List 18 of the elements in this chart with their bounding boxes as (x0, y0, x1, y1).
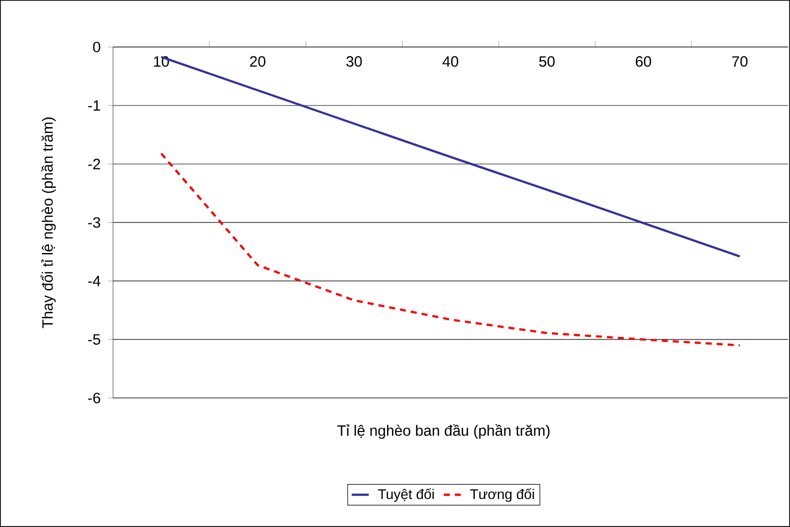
y-tick-label: -1 (88, 100, 100, 111)
y-tick-label: 0 (93, 42, 100, 52)
y-tick-label: -5 (88, 334, 100, 345)
y-axis-title: Thay đổi tỉ lệ nghèo (phần trăm) (40, 118, 56, 328)
x-tick-label: 70 (732, 56, 748, 67)
legend-label: Tương đối (470, 488, 534, 502)
legend-label: Tuyệt đối (378, 488, 434, 502)
y-tick-label: -6 (88, 392, 100, 404)
y-tick-label: -4 (88, 276, 100, 286)
x-tick-label: 20 (250, 56, 266, 67)
y-tick-label: -2 (88, 158, 100, 170)
x-tick-label: 50 (539, 56, 555, 67)
y-tick-label: -3 (88, 217, 100, 228)
x-tick-label: 40 (442, 56, 458, 67)
x-tick-label: 60 (636, 56, 652, 67)
x-tick-label: 30 (346, 56, 362, 67)
line-series (160, 152, 741, 346)
x-axis-title: Tỉ lệ nghèo ban đầu (phần trăm) (337, 424, 550, 439)
